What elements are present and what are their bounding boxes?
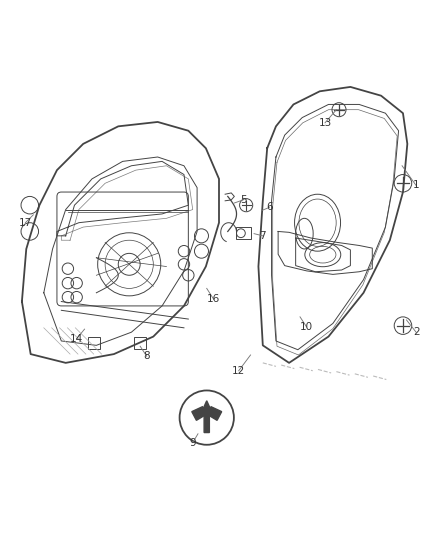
Text: 1: 1 — [413, 181, 420, 190]
Text: 17: 17 — [19, 217, 32, 228]
Text: 13: 13 — [318, 118, 332, 128]
Text: 5: 5 — [240, 195, 247, 205]
Bar — [236, 227, 251, 239]
Text: 8: 8 — [143, 351, 150, 361]
Bar — [134, 337, 146, 349]
Text: 14: 14 — [70, 334, 83, 344]
Bar — [88, 337, 100, 349]
Text: 7: 7 — [259, 231, 266, 241]
Text: 10: 10 — [300, 322, 313, 332]
Text: 6: 6 — [266, 203, 273, 212]
Text: 9: 9 — [189, 438, 196, 448]
Text: 2: 2 — [413, 327, 420, 337]
Text: 12: 12 — [232, 366, 245, 376]
Polygon shape — [207, 407, 222, 421]
Polygon shape — [201, 401, 213, 433]
Polygon shape — [192, 407, 207, 421]
Text: 16: 16 — [207, 294, 220, 304]
